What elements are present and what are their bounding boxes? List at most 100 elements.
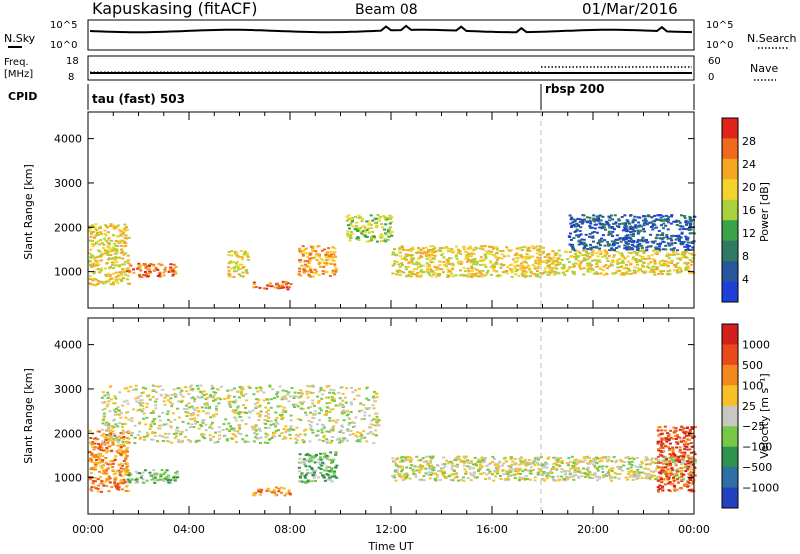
scatter-cell [423,461,427,463]
scatter-cell [312,457,316,460]
scatter-cell [103,229,107,232]
scatter-cell [552,462,556,465]
scatter-cell [598,226,602,229]
scatter-cell [301,265,305,268]
scatter-cell [103,407,107,410]
scatter-cell [122,438,126,440]
scatter-cell [476,460,480,463]
scatter-cell [567,464,570,467]
scatter-cell [495,463,499,466]
scatter-cell [160,264,164,267]
scatter-cell [148,272,151,275]
scatter-cell [535,252,539,255]
scatter-cell [491,253,495,256]
scatter-cell [224,418,228,421]
scatter-cell [616,251,620,254]
scatter-cell [239,390,243,393]
scatter-cell [568,251,572,253]
scatter-cell [424,455,428,458]
scatter-cell [610,476,614,479]
scatter-cell [317,419,321,422]
scatter-cell [130,417,134,420]
scatter-cell [438,249,442,252]
scatter-cell [509,458,513,461]
scatter-cell [521,470,525,473]
scatter-cell [103,237,106,240]
scatter-cell [258,386,262,388]
scatter-cell [205,402,209,404]
scatter-cell [580,222,584,225]
scatter-cell [610,479,613,482]
scatter-cell [348,234,352,237]
scatter-cell [146,268,150,271]
scatter-cell [617,477,621,480]
scatter-cell [296,405,300,408]
scatter-cell [578,239,582,242]
scatter-cell [156,268,160,271]
scatter-cell [253,428,257,431]
scatter-cell [633,219,637,222]
scatter-cell [671,235,674,238]
scatter-cell [653,259,657,262]
scatter-cell [684,228,688,231]
scatter-cell [120,437,123,440]
scatter-cell [584,253,588,256]
scatter-cell [599,272,603,275]
scatter-cell [355,221,359,224]
scatter-cell [386,238,390,241]
scatter-cell [557,249,561,252]
scatter-cell [490,250,494,253]
scatter-cell [105,252,109,254]
scatter-cell [109,266,113,268]
scatter-cell [657,466,661,469]
scatter-cell [418,251,422,254]
scatter-cell [491,268,495,271]
scatter-cell [236,430,240,433]
scatter-cell [634,259,638,262]
scatter-cell [552,456,556,459]
scatter-cell [489,273,493,276]
scatter-cell [476,468,480,471]
scatter-cell [144,271,147,273]
scatter-cell [636,267,640,270]
scatter-cell [173,270,177,273]
scatter-cell [474,246,478,249]
scatter-cell [646,468,650,471]
scatter-cell [641,240,645,243]
scatter-cell [684,219,688,222]
scatter-cell [690,489,694,492]
scatter-cell [302,458,306,461]
scatter-cell [690,445,694,448]
scatter-cell [319,462,323,464]
scatter-cell [395,261,399,264]
scatter-cell [172,388,176,391]
scatter-cell [529,469,533,472]
scatter-cell [333,399,336,402]
scatter-cell [253,402,257,405]
scatter-cell [670,259,674,262]
scatter-cell [567,456,571,459]
scatter-cell [209,416,213,419]
scatter-cell [580,238,584,241]
scatter-cell [144,265,148,268]
scatter-cell [602,474,606,477]
scatter-cell [179,393,183,396]
scatter-cell [689,222,693,225]
scatter-cell [116,282,120,285]
scatter-cell [260,488,264,491]
scatter-cell [500,264,504,267]
scatter-cell [291,403,295,406]
scatter-cell [308,259,312,262]
scatter-cell [112,460,116,463]
freq-label: Freq. [4,57,29,68]
scatter-cell [642,227,645,230]
scatter-cell [360,409,364,412]
scatter-cell [353,422,356,425]
scatter-cell [480,273,484,276]
scatter-cell [608,469,611,472]
scatter-cell [190,405,194,408]
scatter-cell [650,254,654,257]
scatter-cell [601,215,605,218]
scatter-cell [484,255,488,258]
scatter-cell [472,474,476,477]
